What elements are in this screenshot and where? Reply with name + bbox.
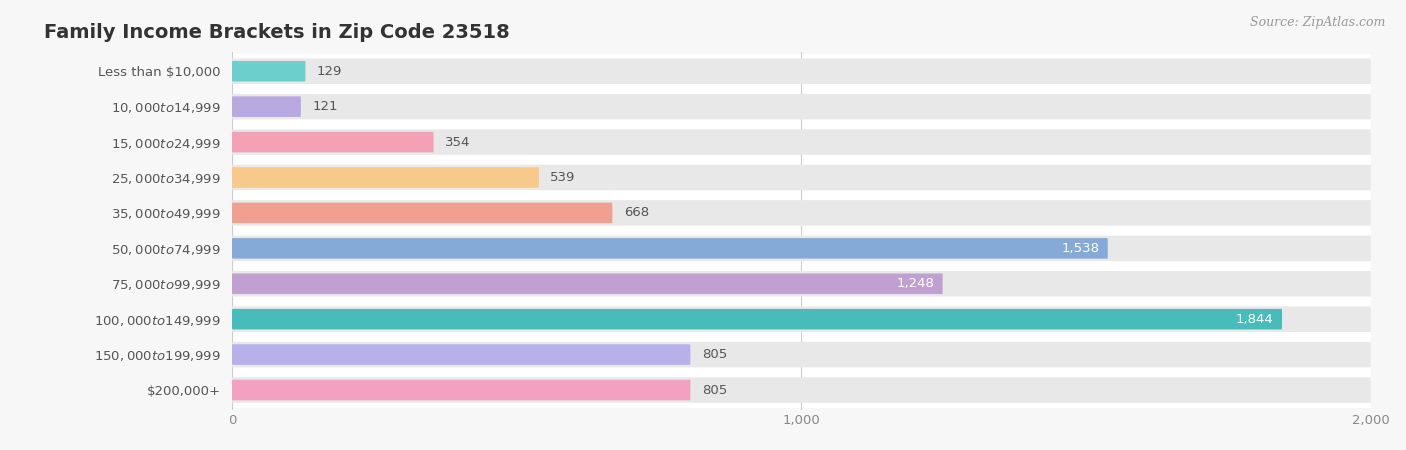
FancyBboxPatch shape bbox=[232, 195, 1371, 231]
FancyBboxPatch shape bbox=[232, 274, 942, 294]
FancyBboxPatch shape bbox=[232, 165, 1371, 190]
FancyBboxPatch shape bbox=[232, 342, 1371, 367]
FancyBboxPatch shape bbox=[232, 89, 1371, 124]
FancyBboxPatch shape bbox=[232, 271, 1371, 297]
FancyBboxPatch shape bbox=[232, 58, 1371, 84]
FancyBboxPatch shape bbox=[232, 200, 1371, 225]
Text: 539: 539 bbox=[550, 171, 575, 184]
FancyBboxPatch shape bbox=[232, 372, 1371, 408]
Text: 121: 121 bbox=[312, 100, 337, 113]
Text: 354: 354 bbox=[444, 135, 471, 148]
FancyBboxPatch shape bbox=[232, 337, 1371, 372]
Text: Source: ZipAtlas.com: Source: ZipAtlas.com bbox=[1250, 16, 1385, 29]
FancyBboxPatch shape bbox=[232, 236, 1371, 261]
FancyBboxPatch shape bbox=[232, 231, 1371, 266]
Text: 129: 129 bbox=[316, 65, 342, 78]
FancyBboxPatch shape bbox=[232, 302, 1371, 337]
FancyBboxPatch shape bbox=[232, 124, 1371, 160]
FancyBboxPatch shape bbox=[232, 344, 690, 365]
FancyBboxPatch shape bbox=[232, 132, 433, 153]
FancyBboxPatch shape bbox=[232, 129, 1371, 155]
FancyBboxPatch shape bbox=[232, 202, 613, 223]
Text: 1,844: 1,844 bbox=[1236, 313, 1274, 326]
FancyBboxPatch shape bbox=[232, 94, 1371, 119]
FancyBboxPatch shape bbox=[232, 160, 1371, 195]
FancyBboxPatch shape bbox=[232, 238, 1108, 259]
FancyBboxPatch shape bbox=[232, 96, 301, 117]
FancyBboxPatch shape bbox=[232, 61, 305, 81]
FancyBboxPatch shape bbox=[232, 306, 1371, 332]
Text: 1,538: 1,538 bbox=[1062, 242, 1099, 255]
FancyBboxPatch shape bbox=[232, 167, 538, 188]
Text: 1,248: 1,248 bbox=[896, 277, 934, 290]
FancyBboxPatch shape bbox=[232, 377, 1371, 403]
FancyBboxPatch shape bbox=[232, 54, 1371, 89]
FancyBboxPatch shape bbox=[232, 380, 690, 400]
Text: 805: 805 bbox=[702, 383, 727, 396]
Text: 805: 805 bbox=[702, 348, 727, 361]
Text: 668: 668 bbox=[624, 207, 650, 220]
FancyBboxPatch shape bbox=[232, 309, 1282, 329]
Text: Family Income Brackets in Zip Code 23518: Family Income Brackets in Zip Code 23518 bbox=[44, 23, 510, 42]
FancyBboxPatch shape bbox=[232, 266, 1371, 302]
